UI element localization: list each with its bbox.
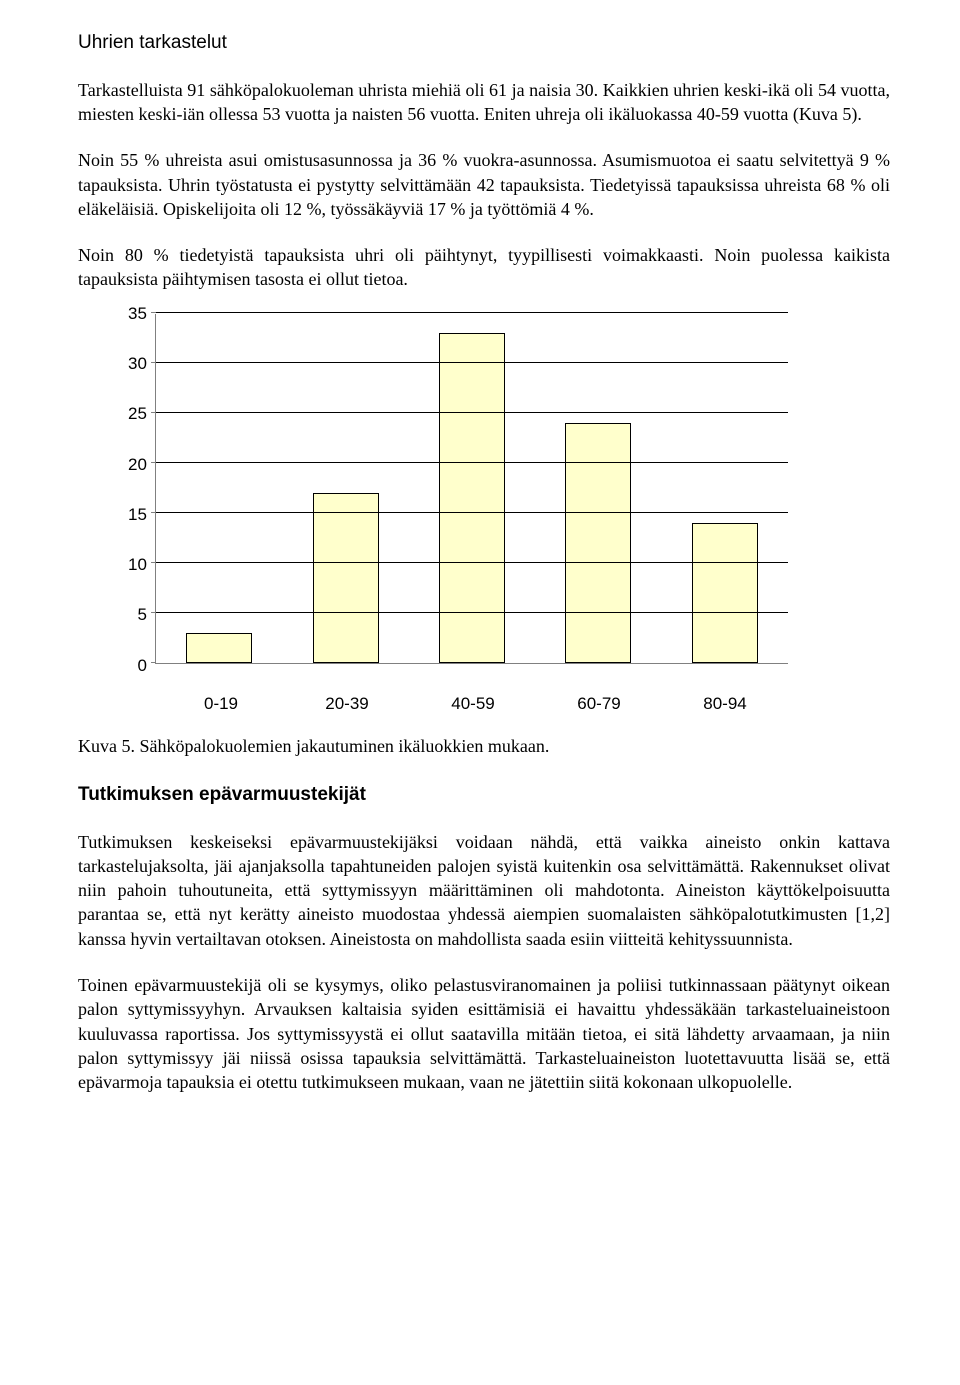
age-distribution-chart: 35302520151050 0-1920-3940-5960-7980-94 [128,314,788,716]
chart-gridline [156,312,788,313]
paragraph-1: Tarkastelluista 91 sähköpalokuoleman uhr… [78,78,890,127]
chart-gridline [156,612,788,613]
bar-slot [535,314,661,663]
y-tick-label: 15 [128,506,147,523]
x-tick-label: 80-94 [662,693,788,716]
chart-bars [156,314,788,663]
chart-bar [565,423,631,663]
chart-tick [151,612,156,613]
y-tick-label: 35 [128,305,147,322]
x-tick-label: 20-39 [284,693,410,716]
paragraph-4: Tutkimuksen keskeiseksi epävarmuustekijä… [78,830,890,951]
y-tick-label: 30 [128,355,147,372]
y-tick-label: 10 [128,556,147,573]
chart-bar [439,333,505,663]
paragraph-5: Toinen epävarmuustekijä oli se kysymys, … [78,973,890,1094]
y-tick-label: 5 [137,606,146,623]
bar-slot [662,314,788,663]
chart-bar [313,493,379,663]
chart-tick [151,462,156,463]
chart-gridline [156,562,788,563]
subsection-heading: Tutkimuksen epävarmuustekijät [78,782,890,808]
x-tick-label: 0-19 [158,693,284,716]
chart-caption: Kuva 5. Sähköpalokuolemien jakautuminen … [78,734,890,758]
chart-tick [151,362,156,363]
bar-slot [282,314,408,663]
chart-tick [151,662,156,663]
chart-tick [151,312,156,313]
y-tick-label: 0 [137,657,146,674]
chart-tick [151,512,156,513]
y-tick-label: 25 [128,405,147,422]
bar-slot [156,314,282,663]
chart-gridline [156,512,788,513]
chart-tick [151,412,156,413]
chart-gridline [156,412,788,413]
y-tick-label: 20 [128,456,147,473]
chart-bar [186,633,252,663]
section-heading: Uhrien tarkastelut [78,30,890,56]
bar-slot [409,314,535,663]
chart-gridline [156,462,788,463]
x-tick-label: 60-79 [536,693,662,716]
chart-bar [692,523,758,663]
chart-x-axis: 0-1920-3940-5960-7980-94 [158,693,788,716]
paragraph-3: Noin 80 % tiedetyistä tapauksista uhri o… [78,243,890,292]
paragraph-2: Noin 55 % uhreista asui omistusasunnossa… [78,148,890,221]
chart-gridline [156,362,788,363]
chart-plot-area [155,314,788,664]
chart-tick [151,562,156,563]
x-tick-label: 40-59 [410,693,536,716]
chart-y-axis: 35 30 25 20 15 10 5 0 [128,305,155,674]
